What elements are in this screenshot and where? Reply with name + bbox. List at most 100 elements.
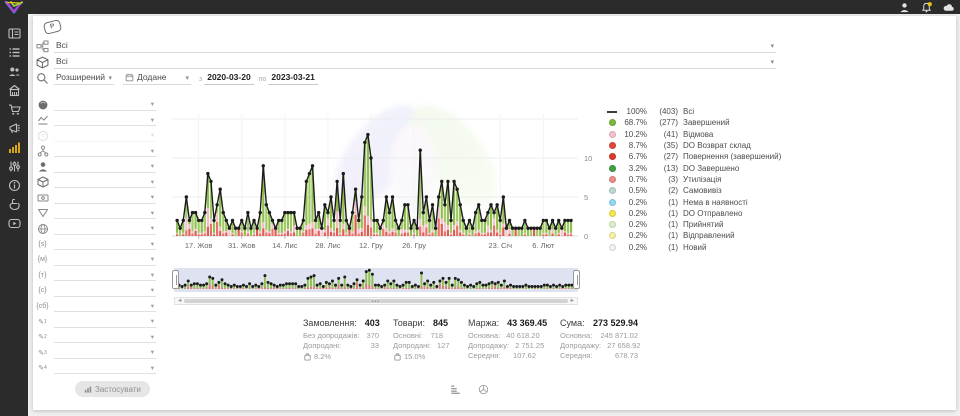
filter-panel-select[interactable]: ▾ bbox=[54, 285, 156, 297]
legend-item[interactable]: 0.2%(1)DO Отправлено bbox=[606, 208, 781, 219]
legend-item[interactable]: 3.2%(13)DO Завершено bbox=[606, 162, 781, 173]
store-icon[interactable] bbox=[8, 84, 21, 97]
legend-item[interactable]: 6.7%(27)Повернення (завершений) bbox=[606, 151, 781, 162]
product-box-icon bbox=[36, 56, 49, 69]
swatch bbox=[609, 199, 616, 206]
legend-count: (1) bbox=[652, 198, 678, 207]
filter-panel-select[interactable]: ▾ bbox=[54, 347, 156, 359]
topbar bbox=[0, 0, 960, 14]
filter-panel-row: ✎1▾ bbox=[36, 314, 156, 330]
legend-pct: 0.2% bbox=[621, 209, 647, 218]
box-view-icon[interactable] bbox=[478, 384, 489, 395]
legend-label: Всі bbox=[683, 107, 694, 116]
scroll-right-arrow[interactable]: ► bbox=[570, 298, 575, 305]
categories-select[interactable]: Всі ▾ bbox=[54, 40, 776, 53]
swatch bbox=[609, 153, 616, 160]
cart-icon[interactable] bbox=[8, 103, 21, 116]
support-icon[interactable] bbox=[8, 198, 21, 211]
date-to-input[interactable]: 2023-03-21 bbox=[268, 72, 317, 85]
swatch bbox=[609, 232, 616, 239]
legend-item[interactable]: 8.7%(35)DO Возврат склад bbox=[606, 140, 781, 151]
legend-label: Самовивіз bbox=[683, 186, 722, 195]
chevron-down-icon: ▾ bbox=[151, 147, 156, 155]
products-select[interactable]: Всі ▾ bbox=[54, 56, 776, 69]
notification-badge bbox=[928, 2, 932, 6]
filter-panel-select[interactable]: ▾ bbox=[54, 254, 156, 266]
filter-panel-select[interactable]: ▾ bbox=[54, 223, 156, 235]
chart-bars-icon bbox=[84, 385, 92, 393]
legend-item[interactable]: 68.7%(277)Завершений bbox=[606, 117, 781, 128]
range-minimap[interactable] bbox=[174, 268, 578, 292]
range-handle-left[interactable] bbox=[172, 270, 179, 289]
legend-item[interactable]: 0.7%(3)Утилізація bbox=[606, 174, 781, 185]
legend-item[interactable]: 0.2%(1)Відправлений bbox=[606, 230, 781, 241]
stat-sub-label: Основні: bbox=[393, 331, 423, 341]
filter-panel-select[interactable]: ▾ bbox=[54, 362, 156, 374]
date-from-prep: з bbox=[199, 76, 202, 85]
filter-panel-select[interactable]: ▾ bbox=[54, 161, 156, 173]
filter-panel-select[interactable]: ▾ bbox=[54, 238, 156, 250]
filter-panel-select[interactable]: ▾ bbox=[54, 300, 156, 312]
sliders-icon[interactable] bbox=[8, 160, 21, 173]
globe-icon bbox=[36, 222, 49, 235]
info-icon[interactable] bbox=[8, 179, 21, 192]
legend-count: (277) bbox=[652, 118, 678, 127]
apply-button[interactable]: Застосувати bbox=[75, 381, 150, 397]
cloud-icon[interactable] bbox=[943, 2, 954, 13]
chart-scrollbar[interactable]: ◄ ••• ► bbox=[174, 297, 578, 305]
range-handle-right[interactable] bbox=[573, 270, 580, 289]
legend-label: DO Завершено bbox=[683, 164, 739, 173]
legend-item[interactable]: 0.2%(1)Новий bbox=[606, 242, 781, 253]
filter-panel-select[interactable]: ▾ bbox=[54, 114, 156, 126]
filter-panel-select[interactable]: ▾ bbox=[54, 331, 156, 343]
legend-dot-swatch bbox=[606, 119, 618, 126]
custom-field-m-icon: {м} bbox=[36, 253, 49, 266]
legend-item[interactable]: 10.2%(41)Відмова bbox=[606, 129, 781, 140]
orders-list-icon[interactable] bbox=[8, 46, 21, 59]
apply-button-label: Застосувати bbox=[95, 385, 141, 394]
filter-panel-select[interactable]: ▾ bbox=[54, 207, 156, 219]
filter-panel-select[interactable]: ▾ bbox=[54, 192, 156, 204]
stat-title-row: Замовлення:403 bbox=[303, 318, 379, 328]
filter-panel-select[interactable]: ▾ bbox=[54, 176, 156, 188]
scroll-left-arrow[interactable]: ◄ bbox=[177, 298, 182, 305]
chevron-down-icon: ▾ bbox=[151, 302, 156, 310]
date-from-input[interactable]: 2020-03-20 bbox=[204, 72, 253, 85]
legend-item[interactable]: 0.2%(1)Прийнятий bbox=[606, 219, 781, 230]
chevron-down-icon: ▾ bbox=[151, 116, 156, 124]
clients-icon[interactable] bbox=[8, 65, 21, 78]
stat-sub-label: Середня: bbox=[468, 351, 500, 361]
marketing-icon[interactable] bbox=[8, 122, 21, 135]
dashboard-icon[interactable] bbox=[8, 27, 21, 40]
filter-panel-select[interactable]: ▾ bbox=[54, 316, 156, 328]
filter-panel-select[interactable]: ▾ bbox=[54, 269, 156, 281]
custom-field-t-icon: {т} bbox=[36, 269, 49, 282]
sphere-icon bbox=[36, 98, 49, 111]
bag-icon bbox=[393, 352, 402, 361]
legend-item[interactable]: 100%(403)Всі bbox=[606, 106, 781, 117]
filter-panel-row: {с}▾ bbox=[36, 283, 156, 299]
search-mode-select[interactable]: Розширений ▾ bbox=[54, 72, 114, 85]
scrollbar-thumb[interactable]: ••• bbox=[184, 299, 568, 303]
svg-text:0: 0 bbox=[584, 232, 588, 241]
chevron-down-icon: ▾ bbox=[151, 255, 156, 263]
legend-item[interactable]: 0.5%(2)Самовивіз bbox=[606, 185, 781, 196]
app-logo[interactable] bbox=[4, 1, 24, 14]
filter-panel-select[interactable]: ▾ bbox=[54, 99, 156, 111]
bell-icon[interactable] bbox=[921, 2, 932, 13]
video-icon[interactable] bbox=[8, 217, 21, 230]
main-chart-svg[interactable]: 17. Жов31. Жов14. Лис28. Лис12. Гру26. Г… bbox=[168, 96, 604, 254]
chevron-down-icon: ▾ bbox=[151, 224, 156, 232]
filter-panel-row: ✎3▾ bbox=[36, 345, 156, 361]
category-tree-icon bbox=[36, 40, 49, 53]
statistics-icon[interactable] bbox=[8, 141, 21, 154]
legend-dot-swatch bbox=[606, 176, 618, 183]
user-icon[interactable] bbox=[899, 2, 910, 13]
filter-row-search: Розширений ▾ Додане ▾ з 2020-03-20 по 20… bbox=[36, 72, 776, 85]
cash-icon bbox=[36, 191, 49, 204]
date-field-select[interactable]: Додане ▾ bbox=[123, 72, 191, 85]
list-view-icon[interactable] bbox=[450, 384, 461, 395]
legend-dot-swatch bbox=[606, 232, 618, 239]
filter-panel-select[interactable]: ▾ bbox=[54, 145, 156, 157]
legend-item[interactable]: 0.2%(1)Нема в наявності bbox=[606, 196, 781, 207]
